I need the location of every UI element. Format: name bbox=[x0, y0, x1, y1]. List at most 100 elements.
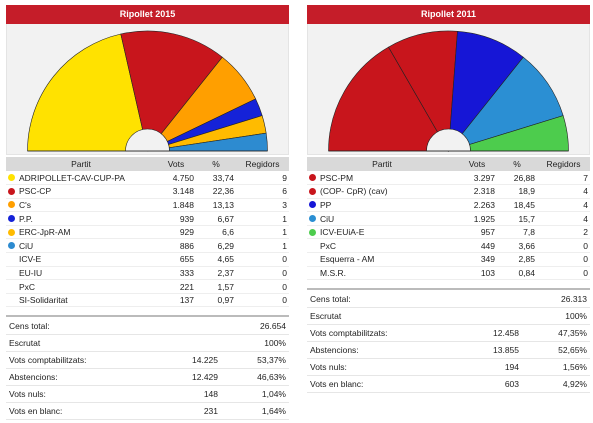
party-color-icon bbox=[8, 174, 15, 182]
stat-count bbox=[457, 307, 522, 325]
party-name: PxC bbox=[19, 281, 36, 292]
stats-table: Cens total: 26.654 Escrutat 100% Vots compta… bbox=[6, 317, 289, 420]
party-pct: 2,85 bbox=[497, 252, 537, 267]
party-color-icon bbox=[309, 215, 316, 223]
party-votes: 929 bbox=[156, 225, 196, 240]
party-seats: 4 bbox=[537, 211, 590, 226]
results-header-row: Partit Vots % Regidors bbox=[6, 157, 289, 171]
party-row: CiU 886 6,29 1 bbox=[6, 238, 289, 254]
party-name: P.P. bbox=[19, 213, 33, 224]
party-votes: 221 bbox=[156, 279, 196, 294]
stat-label: Vots comptabilitzats: bbox=[307, 324, 457, 342]
stat-label: Abstencions: bbox=[307, 341, 457, 359]
col-votes-header: Vots bbox=[457, 157, 497, 171]
party-name: ICV-EUiA-E bbox=[320, 227, 365, 238]
election-panel-2011: Ripollet 2011 Partit Vots % Regidors PSC… bbox=[307, 5, 590, 393]
party-votes: 4.750 bbox=[156, 171, 196, 186]
stat-value: 52,65% bbox=[522, 341, 590, 359]
stats-table: Cens total: 26.313 Escrutat 100% Vots compta… bbox=[307, 290, 590, 393]
party-votes: 957 bbox=[457, 225, 497, 240]
party-color-icon bbox=[8, 242, 15, 250]
results-body: PSC-PM 3.297 26,88 7 (COP- CpR) (cav) 2.318 18… bbox=[307, 171, 590, 281]
party-name: CiU bbox=[320, 213, 335, 224]
party-name-cell: Esquerra - AM bbox=[307, 252, 457, 267]
party-name-cell: ICV-EUiA-E bbox=[307, 225, 457, 240]
party-pct: 15,7 bbox=[497, 211, 537, 226]
party-pct: 6,67 bbox=[196, 211, 236, 226]
stat-count: 231 bbox=[156, 402, 221, 420]
party-pct: 1,57 bbox=[196, 279, 236, 294]
party-name: PP bbox=[320, 199, 332, 210]
stats-body: Cens total: 26.654 Escrutat 100% Vots compta… bbox=[6, 317, 289, 420]
stats-body: Cens total: 26.313 Escrutat 100% Vots compta… bbox=[307, 290, 590, 393]
party-row: C's 1.848 13,13 3 bbox=[6, 198, 289, 213]
party-votes: 3.297 bbox=[457, 171, 497, 186]
party-name: SI-Solidaritat bbox=[19, 295, 68, 306]
party-pct: 26,88 bbox=[497, 171, 537, 186]
party-color-icon bbox=[8, 215, 15, 223]
party-pct: 18,9 bbox=[497, 184, 537, 199]
party-row: M.S.R. 103 0,84 0 bbox=[307, 266, 590, 281]
party-seats: 0 bbox=[537, 266, 590, 281]
party-seats: 6 bbox=[236, 184, 289, 199]
party-seats: 1 bbox=[236, 211, 289, 226]
seat-chart-container bbox=[6, 24, 289, 155]
stat-label: Escrutat bbox=[6, 334, 156, 352]
party-name: M.S.R. bbox=[320, 267, 346, 278]
stat-value: 1,64% bbox=[221, 402, 289, 420]
party-seats: 1 bbox=[236, 225, 289, 240]
seat-chart-container bbox=[307, 24, 590, 155]
stat-value: 1,56% bbox=[522, 358, 590, 376]
seat-chart-2011 bbox=[328, 30, 569, 152]
party-pct: 2,37 bbox=[196, 266, 236, 281]
party-pct: 0,84 bbox=[497, 266, 537, 281]
stat-value: 26.313 bbox=[522, 290, 590, 308]
party-votes: 2.263 bbox=[457, 198, 497, 213]
results-body: ADRIPOLLET-CAV-CUP-PA 4.750 33,74 9 PSC-CP 3.… bbox=[6, 171, 289, 308]
col-party-header: Partit bbox=[307, 157, 457, 171]
hemicycle-center bbox=[426, 128, 471, 152]
party-color-icon bbox=[8, 201, 15, 209]
stat-label: Vots en blanc: bbox=[307, 375, 457, 393]
stat-row: Vots nuls: 148 1,04% bbox=[6, 385, 289, 403]
party-pct: 6,29 bbox=[196, 238, 236, 254]
stat-label: Escrutat bbox=[307, 307, 457, 325]
party-row: Esquerra - AM 349 2,85 0 bbox=[307, 252, 590, 267]
party-pct: 7,8 bbox=[497, 225, 537, 240]
stat-count: 194 bbox=[457, 358, 522, 376]
party-name: ADRIPOLLET-CAV-CUP-PA bbox=[19, 172, 125, 183]
stat-value: 26.654 bbox=[221, 317, 289, 335]
party-color-icon bbox=[309, 201, 316, 209]
party-name-cell: P.P. bbox=[6, 211, 156, 226]
col-party-header: Partit bbox=[6, 157, 156, 171]
seat-slice bbox=[120, 30, 223, 152]
col-pct-header: % bbox=[497, 157, 537, 171]
party-name-cell: SI-Solidaritat bbox=[6, 293, 156, 308]
stat-label: Vots nuls: bbox=[307, 358, 457, 376]
party-seats: 0 bbox=[236, 293, 289, 308]
party-color-icon bbox=[8, 269, 15, 276]
party-seats: 0 bbox=[236, 279, 289, 294]
party-color-icon bbox=[8, 297, 15, 304]
party-votes: 449 bbox=[457, 238, 497, 254]
party-color-icon bbox=[8, 283, 15, 290]
party-votes: 1.925 bbox=[457, 211, 497, 226]
party-pct: 33,74 bbox=[196, 171, 236, 186]
seat-slice bbox=[328, 46, 450, 152]
stat-row: Escrutat 100% bbox=[307, 307, 590, 325]
results-table: Partit Vots % Regidors PSC-PM 3.297 26,88 7… bbox=[307, 157, 590, 281]
party-row: SI-Solidaritat 137 0,97 0 bbox=[6, 293, 289, 308]
party-seats: 0 bbox=[537, 252, 590, 267]
party-row: EU-IU 333 2,37 0 bbox=[6, 266, 289, 281]
party-pct: 4,65 bbox=[196, 252, 236, 267]
col-seats-header: Regidors bbox=[537, 157, 590, 171]
party-name-cell: PxC bbox=[307, 238, 457, 254]
stat-row: Abstencions: 12.429 46,63% bbox=[6, 368, 289, 386]
party-color-icon bbox=[309, 269, 316, 276]
party-name: PxC bbox=[320, 240, 337, 251]
results-table: Partit Vots % Regidors ADRIPOLLET-CAV-CU… bbox=[6, 157, 289, 308]
party-name-cell: CiU bbox=[307, 211, 457, 226]
party-name-cell: ICV-E bbox=[6, 252, 156, 267]
stat-count bbox=[156, 334, 221, 352]
party-votes: 333 bbox=[156, 266, 196, 281]
